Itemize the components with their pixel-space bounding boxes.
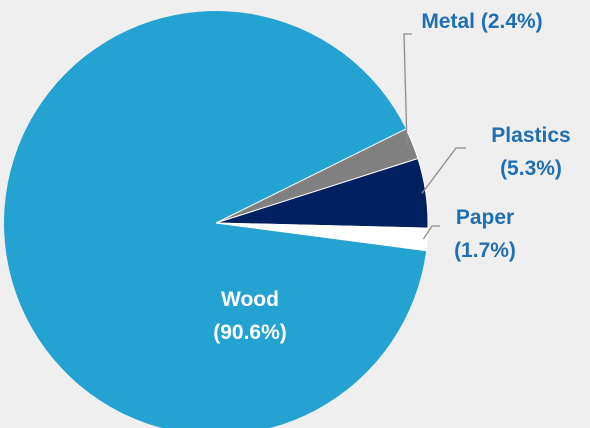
label-paper-name: Paper [456,206,514,229]
leader-metal [403,33,412,146]
slice-wood [4,11,427,428]
label-wood-value: (90.6%) [213,321,287,344]
pie-slices [4,11,429,428]
leader-paper [422,225,440,240]
label-plastics-value: (5.3%) [500,157,562,180]
label-plastics-name: Plastics [491,124,570,147]
label-metal: Metal (2.4%) [421,10,542,33]
label-paper-value: (1.7%) [454,239,516,262]
label-wood-name: Wood [221,288,279,311]
leader-plastics [421,147,466,194]
leader-lines [403,33,466,240]
slice-paper [215,222,429,252]
